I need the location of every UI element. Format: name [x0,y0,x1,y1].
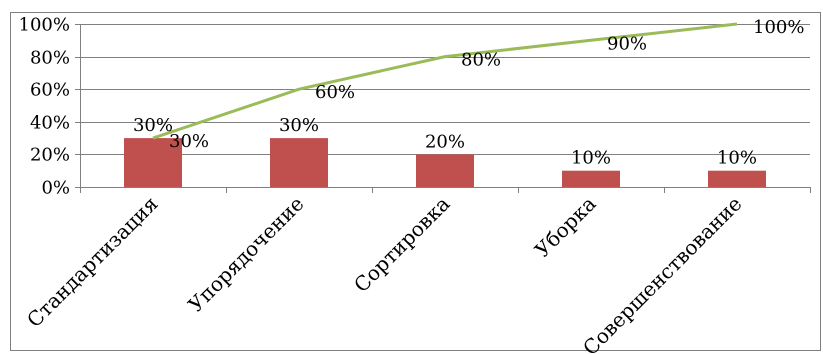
chart-border [10,12,821,351]
line-data-label: 80% [461,50,501,71]
cumulative-line-series [152,22,738,140]
y-axis-tick-labels: 0% 20% 40% 60% 80% 100% [19,15,70,199]
line-data-label: 60% [315,82,355,103]
bar [124,138,182,187]
line-data-label: 100% [753,17,804,38]
line-data-label: 90% [607,33,647,54]
y-tick-label: 20% [30,145,70,166]
axes [75,24,811,193]
x-category-label: Стандартизация [22,192,163,333]
bar [708,170,766,187]
bar-data-label: 20% [425,131,465,152]
bar [270,138,328,187]
bar-data-label: 10% [717,148,757,169]
line-data-label: 30% [169,131,209,152]
bar-data-label: 10% [571,148,611,169]
bar [416,154,474,187]
x-category-label: Совершенствование [578,192,746,354]
line-data-labels: 30% 60% 80% 90% 100% [169,17,804,152]
y-tick-label: 80% [30,48,70,69]
y-tick-label: 60% [30,80,70,101]
x-axis-category-labels: Стандартизация Упорядочение Сортировка Убор… [22,192,747,354]
bar [562,170,620,187]
cumulative-line [152,22,738,140]
y-tick-label: 40% [30,113,70,134]
y-tick-label: 0% [41,178,70,199]
bar-data-label: 30% [279,115,319,136]
bar-data-labels: 30% 30%20%10% 10% [133,115,757,169]
x-category-label: Сортировка [349,192,454,297]
y-tick-label: 100% [19,15,70,36]
bar-series [124,138,766,187]
x-category-label: Упорядочение [183,192,308,317]
x-category-label: Уборка [530,192,601,263]
bar-data-label: 30% [133,115,173,136]
